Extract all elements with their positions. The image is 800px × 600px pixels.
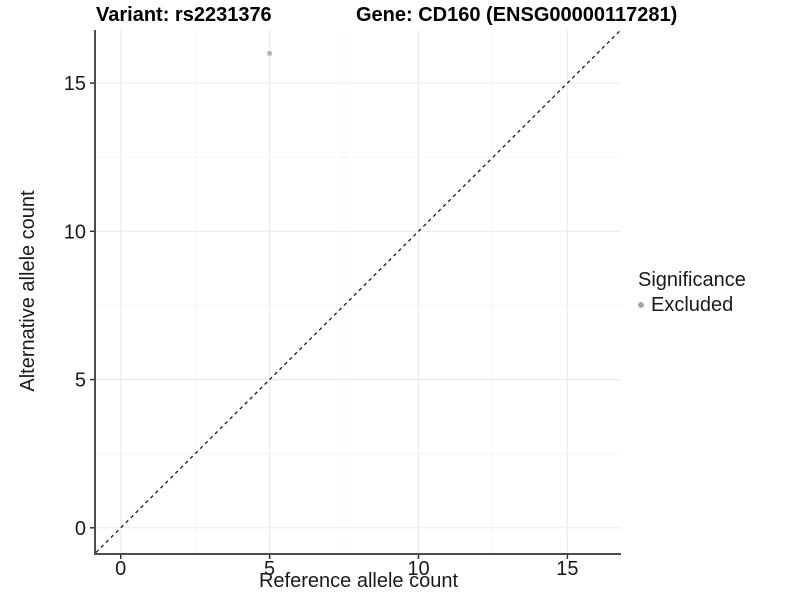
y-tick-label: 0: [75, 518, 86, 540]
x-tick-label: 5: [264, 558, 275, 580]
plot-title-gene: Gene: CD160 (ENSG00000117281): [356, 4, 678, 26]
legend: Significance Excluded: [638, 268, 746, 317]
legend-entry-label: Excluded: [651, 294, 734, 316]
y-tick-label: 15: [64, 73, 86, 95]
legend-title: Significance: [638, 269, 746, 291]
plot-title-variant: Variant: rs2231376: [96, 4, 272, 26]
x-tick-label: 15: [556, 558, 578, 580]
y-tick-label: 5: [75, 370, 86, 392]
legend-point-icon: [638, 302, 644, 308]
legend-entry-excluded: Excluded: [638, 293, 746, 317]
y-tick-label: 10: [64, 221, 86, 243]
x-tick-label: 10: [407, 558, 429, 580]
data-point: [267, 50, 273, 56]
x-tick-label: 0: [115, 558, 126, 580]
x-axis-title: Reference allele count: [258, 570, 458, 592]
identity-line: [95, 29, 622, 553]
y-axis-title: Alternative allele count: [17, 190, 39, 392]
